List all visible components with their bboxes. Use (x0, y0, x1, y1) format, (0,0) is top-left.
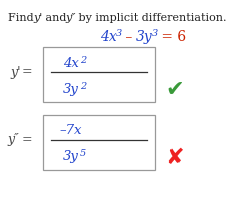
Text: 3y: 3y (63, 83, 79, 96)
Text: 4x: 4x (100, 30, 117, 44)
Text: =: = (22, 65, 33, 78)
Text: y': y' (10, 65, 20, 78)
Text: and: and (42, 13, 70, 23)
Text: 3y: 3y (63, 150, 79, 163)
Text: 5: 5 (80, 149, 86, 158)
Text: y″: y″ (7, 134, 19, 147)
Text: 3: 3 (152, 29, 158, 38)
Text: y″: y″ (65, 13, 75, 23)
Text: = 6: = 6 (157, 30, 186, 44)
Text: Find: Find (8, 13, 37, 23)
Text: 4x: 4x (63, 57, 79, 70)
Text: 3: 3 (116, 29, 122, 38)
Text: ✘: ✘ (166, 148, 184, 168)
Bar (43, 115, 155, 170)
Text: 3y: 3y (136, 30, 153, 44)
Text: –7x: –7x (59, 124, 81, 137)
Text: ✔: ✔ (166, 80, 184, 100)
Text: =: = (22, 134, 33, 147)
Text: y': y' (33, 13, 42, 23)
Bar (43, 47, 155, 102)
Text: 2: 2 (80, 82, 86, 91)
Text: –: – (121, 30, 137, 44)
Text: 2: 2 (80, 56, 86, 65)
Text: by implicit differentiation.: by implicit differentiation. (75, 13, 227, 23)
